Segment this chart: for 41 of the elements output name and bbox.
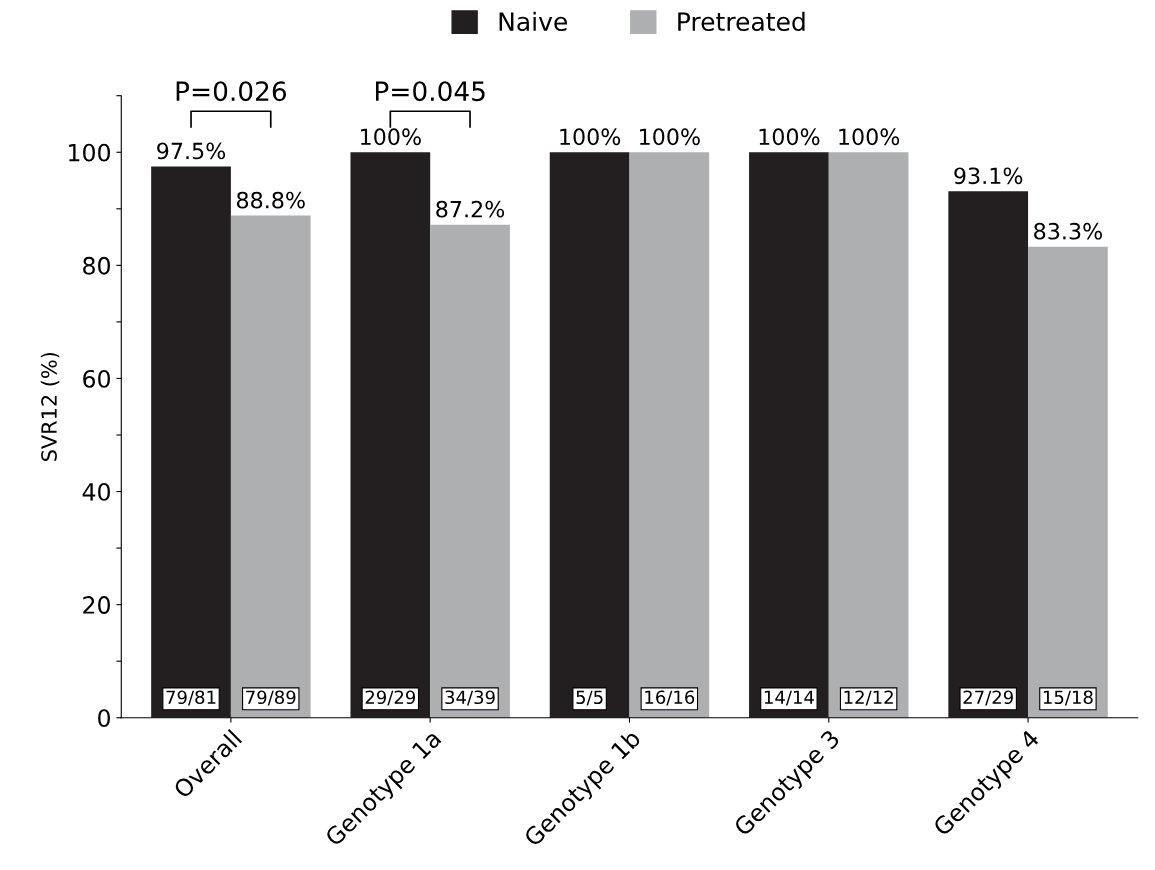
bar [749, 152, 829, 718]
annotation: P=0.045 [375, 81, 485, 102]
data-label: 97.5% [157, 142, 226, 160]
annotation: 79/81 [166, 690, 216, 706]
legend-label: Naive [499, 11, 567, 32]
data-label: 87.2% [436, 200, 505, 218]
bar [1028, 246, 1108, 718]
y-axis-title: SVR12 (%) [40, 352, 60, 461]
data-label: 93.1% [954, 167, 1023, 185]
annotation: 34/39 [445, 690, 495, 706]
bar [828, 152, 909, 718]
annotation: P=0.026 [176, 81, 287, 102]
y-tick-label: 80 [83, 256, 110, 275]
annotation: 16/16 [645, 690, 695, 706]
y-tick-label: 100 [69, 143, 110, 162]
data-label: 100% [560, 128, 621, 146]
y-tick-label: 20 [83, 596, 110, 614]
data-label: 100% [640, 128, 700, 146]
annotation: 12/12 [844, 690, 893, 706]
bar [430, 224, 510, 718]
bar [350, 152, 431, 718]
y-tick-label: 60 [83, 369, 110, 388]
bar [230, 215, 311, 718]
bar [948, 191, 1029, 718]
data-label: 83.3% [1034, 222, 1102, 240]
bar [151, 166, 231, 718]
annotation: 29/29 [365, 690, 416, 706]
data-label: 100% [759, 128, 820, 146]
annotation: 79/89 [246, 690, 296, 706]
y-tick-label: 40 [82, 483, 110, 501]
bar [629, 152, 710, 718]
data-label: 100% [361, 128, 421, 146]
legend-label: Pretreated [678, 11, 805, 32]
data-label: 88.8% [236, 191, 305, 209]
data-label: 100% [839, 128, 900, 146]
annotation: 5/5 [576, 690, 603, 706]
annotation: 27/29 [963, 690, 1013, 706]
y-tick-label: 0 [98, 709, 110, 728]
bar [549, 152, 630, 718]
annotation: 14/14 [764, 690, 814, 706]
annotation: 15/18 [1043, 690, 1093, 706]
